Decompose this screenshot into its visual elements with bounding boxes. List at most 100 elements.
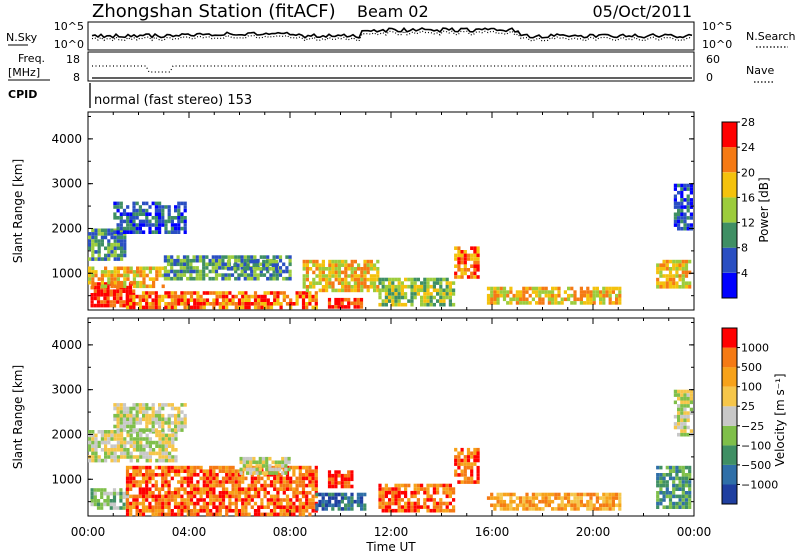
- data-cell: [673, 212, 677, 217]
- data-cell: [677, 216, 681, 220]
- data-cell: [234, 505, 238, 509]
- data-cell: [599, 503, 603, 508]
- data-cell: [136, 433, 140, 438]
- data-cell: [376, 277, 380, 282]
- data-cell: [136, 437, 140, 441]
- data-cell: [183, 305, 187, 310]
- colorbar-swatch: [722, 367, 737, 387]
- data-cell: [167, 413, 171, 418]
- data-cell: [397, 494, 401, 499]
- data-cell: [170, 262, 174, 267]
- data-cell: [512, 297, 516, 302]
- data-cell: [567, 492, 571, 497]
- data-cell: [512, 293, 516, 298]
- data-cell: [426, 498, 430, 502]
- data-cell: [269, 302, 274, 306]
- data-cell: [226, 259, 231, 264]
- data-cell: [337, 481, 341, 485]
- data-cell: [466, 451, 471, 456]
- data-cell: [292, 509, 296, 513]
- data-cell: [404, 487, 408, 491]
- data-cell: [493, 293, 497, 298]
- data-cell: [91, 451, 95, 456]
- data-cell: [132, 505, 136, 509]
- data-cell: [161, 480, 165, 484]
- data-cell: [183, 498, 187, 502]
- y-tick-label: 4000: [51, 338, 82, 352]
- data-cell: [209, 480, 213, 484]
- data-cell: [295, 480, 299, 484]
- data-cell: [665, 274, 669, 278]
- data-cell: [659, 491, 663, 495]
- data-cell: [145, 284, 149, 289]
- data-cell: [321, 496, 325, 500]
- data-cell: [199, 305, 203, 310]
- data-cell: [334, 288, 338, 293]
- data-cell: [413, 288, 417, 293]
- data-cell: [509, 492, 513, 497]
- data-cell: [334, 274, 338, 278]
- data-cell: [202, 487, 206, 491]
- data-cell: [490, 503, 494, 508]
- data-cell: [96, 296, 101, 301]
- data-cell: [129, 413, 133, 418]
- data-cell: [334, 259, 338, 264]
- data-cell: [110, 437, 114, 441]
- data-cell: [202, 480, 206, 484]
- data-cell: [305, 274, 309, 278]
- data-cell: [360, 496, 364, 500]
- data-cell: [665, 505, 669, 509]
- data-cell: [100, 437, 104, 441]
- data-cell: [515, 503, 519, 508]
- data-cell: [681, 263, 685, 267]
- data-cell: [103, 303, 107, 308]
- data-cell: [665, 487, 669, 491]
- freq-label: Freq.: [18, 52, 45, 65]
- data-cell: [381, 284, 385, 289]
- data-cell: [416, 505, 420, 509]
- data-cell: [231, 487, 235, 491]
- data-cell: [145, 440, 149, 445]
- data-cell: [202, 273, 206, 277]
- data-cell: [608, 492, 612, 497]
- data-cell: [132, 476, 136, 481]
- data-cell: [544, 503, 548, 508]
- data-cell: [167, 205, 171, 209]
- time-tick-label: 12:00: [374, 525, 409, 539]
- data-cell: [544, 293, 548, 298]
- data-cell: [122, 219, 127, 224]
- data-cell: [231, 480, 235, 484]
- data-cell: [356, 496, 360, 500]
- data-cell: [337, 473, 341, 478]
- data-cell: [145, 480, 149, 484]
- data-cell: [247, 491, 251, 495]
- data-cell: [164, 433, 168, 438]
- data-cell: [688, 505, 692, 509]
- data-cell: [199, 487, 203, 491]
- data-cell: [103, 499, 107, 503]
- data-cell: [113, 205, 117, 209]
- data-cell: [298, 505, 302, 509]
- data-cell: [91, 448, 95, 452]
- data-cell: [186, 509, 190, 513]
- data-cell: [265, 471, 269, 475]
- data-cell: [107, 280, 111, 285]
- data-cell: [154, 498, 158, 502]
- data-cell: [274, 263, 279, 267]
- data-cell: [288, 269, 292, 274]
- data-cell: [148, 212, 152, 216]
- data-cell: [158, 226, 162, 231]
- data-cell: [672, 505, 676, 509]
- data-cell: [675, 501, 679, 506]
- data-cell: [285, 501, 290, 506]
- data-cell: [214, 258, 219, 263]
- data-cell: [259, 262, 263, 267]
- colorbar-swatch: [722, 406, 737, 426]
- data-cell: [528, 286, 532, 291]
- data-cell: [680, 198, 684, 202]
- data-cell: [234, 476, 238, 481]
- data-cell: [186, 480, 190, 484]
- data-cell: [347, 297, 351, 302]
- data-cell: [312, 259, 316, 264]
- data-cell: [122, 403, 127, 407]
